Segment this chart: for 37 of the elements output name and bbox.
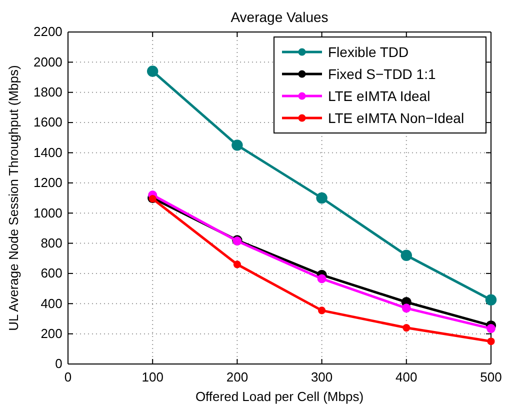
point — [400, 250, 412, 261]
point — [232, 140, 243, 151]
point — [316, 192, 328, 204]
y-tick-label: 1400 — [33, 144, 62, 160]
point — [485, 294, 497, 306]
chart-title: Average Values — [230, 9, 328, 25]
legend-label: LTE eIMTA Ideal — [328, 88, 430, 104]
y-tick-label: 800 — [40, 235, 62, 250]
y-tick-label: 2200 — [33, 24, 62, 40]
x-tick-label: 400 — [396, 369, 418, 384]
y-tick-label: 1000 — [33, 205, 62, 220]
legend-label: LTE eIMTA Non−Ideal — [328, 110, 464, 126]
legend-label: Fixed S−TDD 1:1 — [328, 66, 436, 82]
point — [402, 304, 411, 313]
point — [318, 306, 326, 314]
point — [486, 324, 496, 334]
point — [146, 66, 158, 77]
point — [317, 274, 326, 284]
y-tick-label: 1600 — [33, 114, 62, 130]
y-tick-label: 1200 — [33, 175, 62, 190]
point — [402, 324, 410, 332]
point — [487, 338, 495, 346]
y-tick-label: 2000 — [33, 54, 62, 70]
y-tick-label: 400 — [40, 296, 62, 311]
legend-label: Flexible TDD — [328, 44, 409, 60]
y-tick-label: 1800 — [33, 84, 62, 100]
y-tick-label: 600 — [40, 266, 62, 281]
x-tick-label: 500 — [480, 369, 502, 384]
point — [233, 260, 241, 268]
x-tick-label: 0 — [64, 369, 72, 384]
x-tick-label: 200 — [226, 369, 248, 384]
y-tick-label: 0 — [55, 356, 62, 372]
y-axis-title: UL Average Node Session Throughput (Mbps) — [6, 65, 21, 331]
x-axis-title: Offered Load per Cell (Mbps) — [195, 389, 364, 404]
x-tick-label: 100 — [142, 369, 164, 384]
x-tick-label: 300 — [310, 369, 333, 384]
y-tick-label: 200 — [40, 326, 62, 341]
